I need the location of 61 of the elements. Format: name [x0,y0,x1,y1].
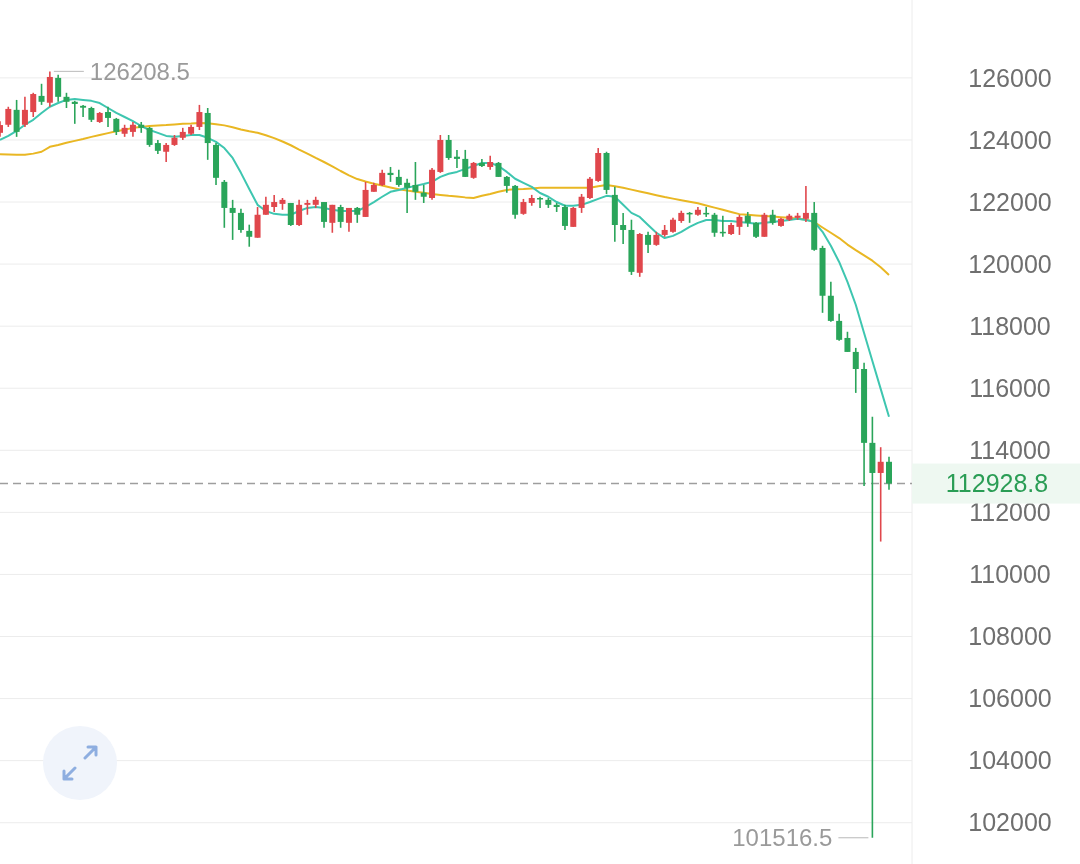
candlestick [886,456,892,491]
candlestick [586,176,593,200]
candlestick [254,206,261,239]
candlestick [237,208,244,234]
candlestick [404,177,411,214]
candlestick [412,161,419,201]
candlestick [329,204,336,234]
candlestick [802,185,809,223]
y-tick-label: 120000 [968,249,1052,278]
candlestick [296,199,303,227]
candlestick [561,204,568,231]
candlestick [146,126,153,148]
ref-line-label: 112928.8 [945,469,1049,498]
y-tick-label: 116000 [969,373,1051,402]
candlestick [836,312,843,342]
candlestick [21,96,28,128]
candlestick [30,91,37,118]
candlestick [578,193,585,214]
candlestick [246,223,253,248]
candlestick [80,104,87,118]
candlestick [462,149,469,178]
y-tick-label: 126000 [968,63,1052,92]
candlestick [71,100,78,125]
candlestick [620,212,627,245]
candlestick [570,206,577,228]
annotation: 101516.5 [732,824,833,852]
candlestick [877,446,884,543]
candlestick [453,149,460,169]
candlestick [196,104,203,131]
annotation: 126208.5 [89,57,190,85]
candlestick [105,105,112,128]
candlestick [229,199,236,241]
y-tick-label: 104000 [968,746,1052,775]
candlestick [38,82,45,106]
candlestick [138,121,145,134]
y-tick-label: 124000 [968,125,1052,154]
candlestick [761,212,768,238]
candlestick [337,204,344,229]
y-tick-label: 118000 [969,311,1051,340]
candlestick [711,212,718,238]
candlestick [163,142,170,163]
candlestick [55,73,62,103]
y-tick-label: 114000 [969,436,1051,465]
candlestick [5,105,12,128]
y-tick-label: 102000 [968,808,1052,837]
candlestick [420,184,427,204]
candlestick [645,231,652,254]
candlestick [852,347,859,394]
y-tick-label: 110000 [969,560,1051,589]
y-tick-label: 122000 [968,187,1052,216]
y-tick-label: 106000 [968,684,1052,713]
y-tick-label: 112000 [969,498,1051,527]
y-tick-label: 108000 [968,622,1052,651]
candlestick [445,134,452,161]
candlestick [537,195,544,209]
candlestick [736,213,743,236]
candlestick [869,415,876,839]
candlestick [13,99,20,138]
line-series [0,98,890,418]
candlestick [321,201,328,229]
candlestick [844,330,851,353]
